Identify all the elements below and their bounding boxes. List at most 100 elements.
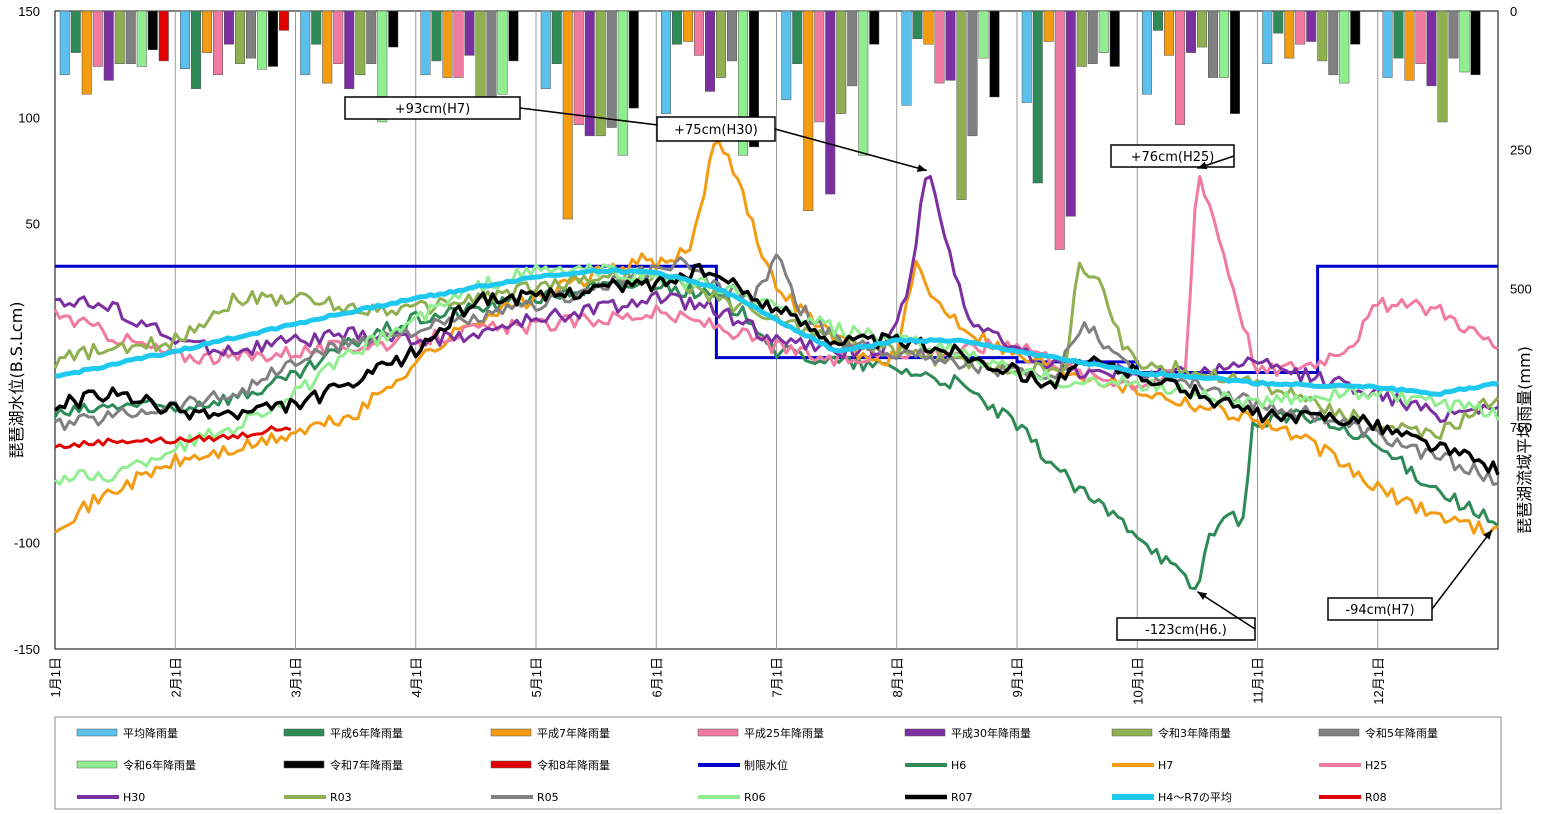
annotation: +76cm(H25) (1110, 144, 1235, 170)
rain-bar (727, 10, 737, 62)
rain-bar (1208, 10, 1218, 78)
annotation-arrow (1431, 529, 1493, 610)
legend-swatch (904, 728, 946, 737)
legend-item: R06 (698, 791, 766, 804)
legend-item: 平成25年降雨量 (697, 726, 824, 740)
legend-item: H7 (1112, 759, 1173, 772)
legend-item: 令和5年降雨量 (1318, 726, 1438, 740)
x-tick-label: 2月1日 (168, 657, 183, 697)
rain-bar (1087, 10, 1098, 64)
legend-label: 令和8年降雨量 (537, 758, 610, 772)
legend-item: H30 (77, 791, 145, 804)
rain-bar (825, 10, 836, 195)
rain-bar (420, 10, 431, 76)
rain-bar (792, 10, 803, 64)
legend-item: H25 (1319, 759, 1387, 772)
rain-bar (1328, 10, 1339, 76)
legend-label: H7 (1158, 759, 1173, 772)
rain-bar (803, 10, 814, 211)
rain-bar (464, 10, 475, 56)
rain-bar (279, 10, 289, 31)
rain-bar (694, 10, 704, 56)
rain-bar (114, 10, 125, 64)
rain-bar (1350, 10, 1361, 45)
rain-bar (967, 10, 978, 137)
legend-label: 平成7年降雨量 (537, 726, 610, 740)
rain-bar (1109, 10, 1120, 67)
rain-bar (1021, 10, 1032, 103)
legend-swatch (76, 728, 118, 737)
series-line-R08 (54, 425, 292, 450)
legend-item: 令和8年降雨量 (490, 758, 610, 772)
rain-bar (508, 10, 519, 62)
rain-bar (257, 10, 267, 70)
legend-swatch (1318, 728, 1360, 737)
series-line-R03 (53, 261, 1500, 441)
rain-bar (246, 10, 256, 59)
rain-bar (388, 10, 399, 48)
rain-bar (268, 10, 278, 67)
rain-bar (180, 10, 190, 69)
rain-bar (934, 10, 945, 84)
rain-bar (606, 10, 617, 128)
rain-bar (1295, 10, 1306, 45)
legend-item: H6 (905, 759, 966, 772)
rain-bar (1164, 10, 1174, 56)
rain-bar (147, 10, 158, 51)
rain-bar (672, 10, 682, 45)
legend-label: H6 (951, 759, 966, 772)
rain-bar (366, 10, 377, 64)
series-line-H7 (54, 139, 1499, 538)
rain-bar (202, 10, 212, 53)
rain-bar (1426, 10, 1437, 87)
legend-label: R06 (744, 791, 766, 804)
rain-bar (1054, 10, 1065, 250)
annotation-arrowhead (1197, 591, 1208, 600)
x-tick-label: 12月1日 (1371, 657, 1386, 705)
rain-bar (486, 10, 497, 101)
rain-bar (1032, 10, 1043, 184)
legend-swatch (697, 728, 739, 737)
rain-bar (442, 10, 453, 78)
annotation-label: +75cm(H30) (674, 123, 758, 138)
right-axis-label: 琵琶湖流域平均雨量(mm) (1515, 346, 1534, 534)
annotation-arrowhead (1483, 529, 1492, 540)
x-tick-label: 5月1日 (529, 657, 544, 697)
legend-swatch (283, 760, 325, 769)
rain-bar (781, 10, 792, 101)
rain-bar (595, 10, 606, 137)
rain-bar (1393, 10, 1404, 59)
annotation: -94cm(H7) (1327, 529, 1493, 621)
rain-bar (1317, 10, 1328, 62)
series-line-H25 (53, 175, 1499, 391)
y-tick-label: 150 (18, 4, 40, 19)
rain-bar (923, 10, 934, 45)
rain-bar (355, 10, 366, 76)
rain-bar (431, 10, 442, 62)
legend-label: 平成6年降雨量 (330, 726, 403, 740)
rain-bar (847, 10, 858, 87)
rain-bar (716, 10, 726, 78)
rain-bar (1076, 10, 1087, 67)
legend-item: R08 (1319, 791, 1387, 804)
legend-item: 令和7年降雨量 (283, 758, 403, 772)
rain-bars (59, 10, 1481, 250)
rain-bar (573, 10, 584, 125)
rain-bar (125, 10, 136, 64)
annotation-arrowhead (916, 164, 927, 172)
rain-bar (683, 10, 693, 42)
legend-item: 平均降雨量 (76, 726, 178, 740)
legend-item: H4～R7の平均 (1112, 791, 1232, 804)
annotation-arrow (1196, 590, 1256, 630)
legend-label: 平均降雨量 (123, 726, 178, 740)
legend-label: R03 (330, 791, 352, 804)
legend-label: H30 (123, 791, 145, 804)
rain-bar (311, 10, 322, 45)
annotation-label: +93cm(H7) (395, 102, 470, 117)
rain-bar (1219, 10, 1229, 78)
legend-item: 令和6年降雨量 (76, 758, 196, 772)
series-line-R07 (53, 262, 1500, 476)
rain-bar (1197, 10, 1207, 48)
rain-bar (1175, 10, 1185, 125)
